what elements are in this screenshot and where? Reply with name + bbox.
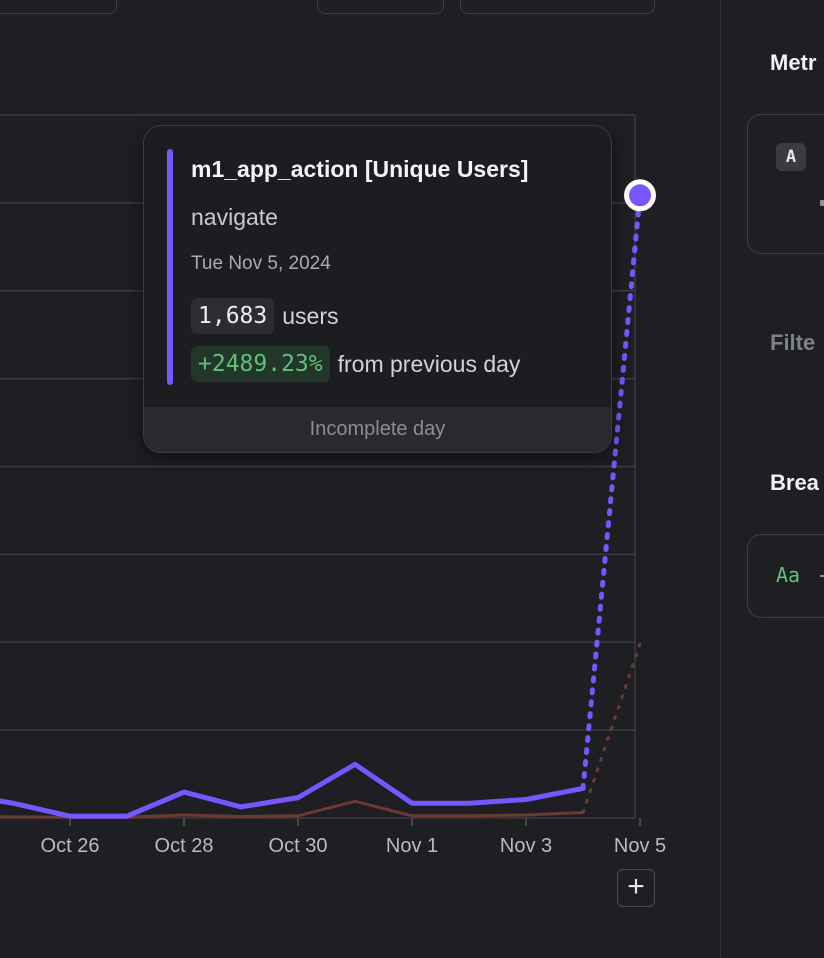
metric-card-fragment [820, 200, 824, 206]
top-control-left[interactable] [0, 0, 117, 14]
chart-tooltip: m1_app_action [Unique Users] navigate Tu… [143, 125, 612, 453]
tooltip-change: +2489.23% [191, 346, 330, 382]
breakdown-card[interactable]: Aa [747, 534, 824, 618]
tooltip-value: 1,683 [191, 298, 275, 334]
x-tick-label: Oct 30 [269, 835, 328, 857]
filters-heading[interactable]: Filte [770, 330, 816, 355]
text-type-icon: Aa [776, 563, 801, 587]
panel-divider [720, 0, 721, 958]
tooltip-value-unit: users [282, 302, 339, 329]
metrics-heading: Metr [770, 50, 817, 75]
metric-card[interactable]: A [747, 114, 824, 254]
top-control-middle[interactable] [317, 0, 444, 14]
incomplete-segment [581, 642, 642, 814]
tooltip-change-text: from previous day [337, 350, 521, 377]
series-line [0, 799, 585, 819]
x-axis: Oct 26 Oct 28 Oct 30 Nov 1 Nov 3 Nov 5 [41, 818, 666, 857]
tooltip-change-row: +2489.23% from previous day [191, 346, 520, 382]
tooltip-subtitle: navigate [191, 204, 278, 230]
incomplete-segment [580, 192, 643, 791]
tooltip-title: m1_app_action [Unique Users] [191, 156, 529, 182]
series-color-bar [167, 149, 173, 385]
x-tick-label: Nov 3 [500, 835, 552, 857]
tooltip-value-row: 1,683 users [191, 298, 339, 334]
tooltip-footer: Incomplete day [144, 407, 611, 452]
chart-series [0, 179, 656, 819]
add-annotation-button[interactable]: + [617, 869, 655, 907]
top-control-right[interactable] [460, 0, 655, 14]
breakdown-card-fragment [820, 575, 824, 577]
tooltip-date: Tue Nov 5, 2024 [191, 253, 331, 274]
series-line [0, 761, 586, 819]
x-tick-label: Nov 1 [386, 835, 438, 857]
x-tick-label: Nov 5 [614, 835, 666, 857]
x-tick-label: Oct 28 [155, 835, 214, 857]
plus-icon: + [627, 870, 645, 903]
x-tick-label: Oct 26 [41, 835, 100, 857]
hover-point [629, 184, 651, 207]
breakdown-heading: Brea [770, 470, 819, 495]
metric-letter-badge: A [776, 143, 806, 171]
